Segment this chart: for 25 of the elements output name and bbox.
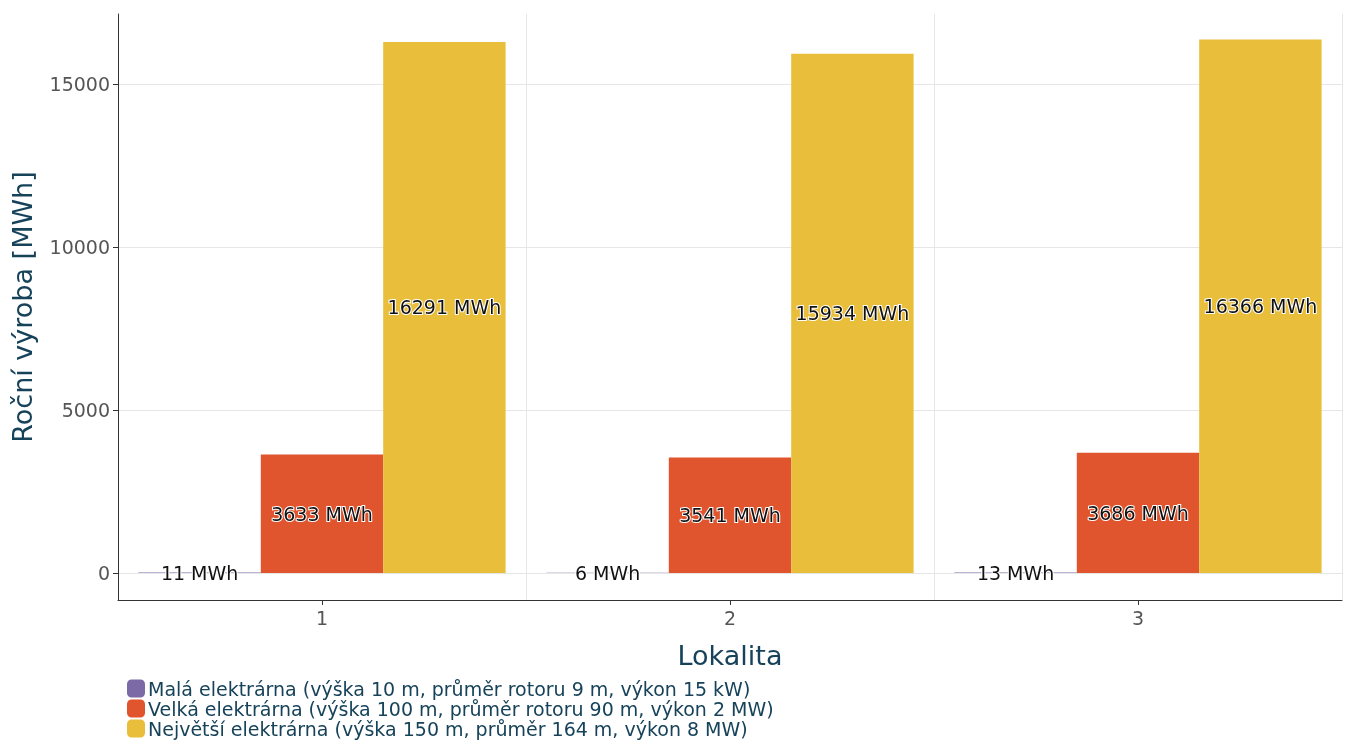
bar (1076, 452, 1200, 573)
y-axis-title: Roční výroba [MWh] (7, 171, 38, 443)
x-tick-label: 1 (315, 606, 329, 629)
bar (383, 42, 506, 573)
y-tick-label: 15000 (49, 73, 110, 96)
data-label: 11 MWh (160, 561, 239, 584)
bar (260, 454, 384, 573)
bar (791, 53, 914, 573)
data-label: 6 MWh (574, 561, 641, 584)
data-label: 15934 MWh (795, 302, 910, 325)
legend-label: Malá elektrárna (výška 10 m, průměr rotoru 9 m, výkon 15 kW) (148, 677, 751, 700)
y-tick-label: 0 (97, 561, 110, 584)
x-tick-label: 2 (723, 606, 737, 629)
y-tick-label: 10000 (49, 236, 110, 259)
data-label: 3541 MWh (679, 504, 781, 527)
data-label: 16366 MWh (1203, 295, 1318, 318)
data-label: 13 MWh (976, 561, 1055, 584)
x-axis-title: Lokalita (677, 640, 783, 671)
y-tick-label: 5000 (61, 398, 110, 421)
data-label: 3633 MWh (271, 502, 373, 525)
data-label: 3686 MWh (1087, 501, 1189, 524)
data-label: 16291 MWh (387, 296, 502, 319)
x-tick-label: 3 (1131, 606, 1145, 629)
bar (1199, 39, 1322, 573)
bar (668, 457, 792, 573)
